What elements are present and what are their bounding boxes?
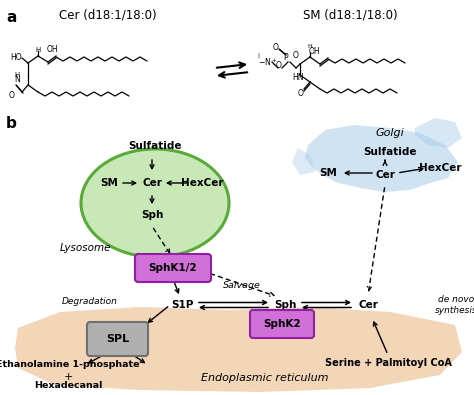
Text: H: H xyxy=(36,47,41,53)
Text: OH: OH xyxy=(47,45,59,55)
Text: Lysosome: Lysosome xyxy=(60,243,111,253)
Text: SphK1/2: SphK1/2 xyxy=(149,263,197,273)
FancyBboxPatch shape xyxy=(135,254,211,282)
Text: HexCer: HexCer xyxy=(419,163,461,173)
Text: P: P xyxy=(283,53,288,62)
Text: OH: OH xyxy=(309,47,320,56)
Ellipse shape xyxy=(81,149,229,257)
Text: O: O xyxy=(293,51,299,60)
Polygon shape xyxy=(15,307,462,392)
Text: Salvage: Salvage xyxy=(223,282,261,290)
Text: SphK2: SphK2 xyxy=(263,319,301,329)
Text: O: O xyxy=(298,90,304,98)
Text: SM: SM xyxy=(319,168,337,178)
Text: H: H xyxy=(308,45,312,49)
Text: S1P: S1P xyxy=(171,300,193,310)
Polygon shape xyxy=(305,125,458,192)
Text: Sulfatide: Sulfatide xyxy=(128,141,182,151)
Text: Ethanolamine 1-phosphate: Ethanolamine 1-phosphate xyxy=(0,360,140,369)
Text: de novo
synthesis: de novo synthesis xyxy=(435,295,474,315)
Text: $\mathregular{-N^+}$: $\mathregular{-N^+}$ xyxy=(258,56,277,68)
Text: O: O xyxy=(9,90,15,100)
Text: O: O xyxy=(273,43,279,51)
Text: Cer: Cer xyxy=(375,170,395,180)
Text: SM (d18:1/18:0): SM (d18:1/18:0) xyxy=(303,8,397,21)
Text: Degradation: Degradation xyxy=(62,297,118,307)
Text: +: + xyxy=(64,372,73,382)
Text: SPL: SPL xyxy=(106,334,129,344)
Text: b: b xyxy=(6,116,17,131)
Text: H: H xyxy=(15,72,20,78)
Text: Sph: Sph xyxy=(274,300,296,310)
Text: HexCer: HexCer xyxy=(181,178,223,188)
Polygon shape xyxy=(292,148,315,175)
Text: SM: SM xyxy=(100,178,118,188)
Text: Serine + Palmitoyl CoA: Serine + Palmitoyl CoA xyxy=(325,358,451,368)
FancyBboxPatch shape xyxy=(87,322,148,356)
Text: Hexadecanal: Hexadecanal xyxy=(34,381,102,390)
FancyBboxPatch shape xyxy=(250,310,314,338)
Text: Golgi: Golgi xyxy=(375,128,404,138)
Text: Endoplasmic reticulum: Endoplasmic reticulum xyxy=(201,373,329,383)
Polygon shape xyxy=(415,118,462,148)
Text: HO: HO xyxy=(10,53,22,62)
Text: $\mathregular{\ |\ }$: $\mathregular{\ |\ }$ xyxy=(256,51,261,60)
Text: Cer: Cer xyxy=(358,300,378,310)
Text: Cer (d18:1/18:0): Cer (d18:1/18:0) xyxy=(59,8,157,21)
Text: N: N xyxy=(14,75,20,85)
Text: HN: HN xyxy=(292,73,303,83)
Text: a: a xyxy=(6,10,17,25)
Text: Sulfatide: Sulfatide xyxy=(363,147,417,157)
Text: Sph: Sph xyxy=(141,210,163,220)
Text: O: O xyxy=(276,62,282,70)
Text: Cer: Cer xyxy=(142,178,162,188)
